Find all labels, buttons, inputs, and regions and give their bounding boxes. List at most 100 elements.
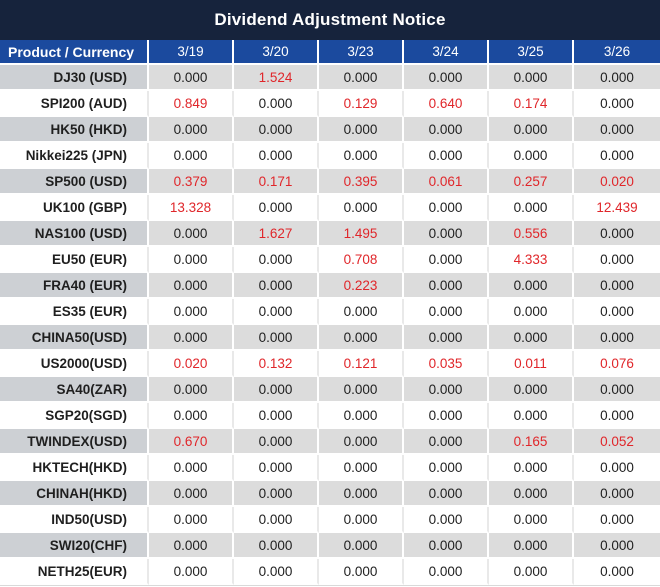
value-cell: 0.379	[149, 169, 234, 195]
value-cell: 0.000	[489, 481, 574, 507]
value-cell: 0.000	[149, 247, 234, 273]
value-cell: 0.000	[574, 117, 660, 143]
value-cell: 0.000	[574, 247, 660, 273]
value-cell: 0.000	[234, 195, 319, 221]
value-cell: 0.000	[574, 533, 660, 559]
value-cell: 0.000	[234, 507, 319, 533]
product-cell: HKTECH(HKD)	[0, 455, 149, 481]
value-cell: 0.640	[404, 91, 489, 117]
header-row: Product / Currency 3/19 3/20 3/23 3/24 3…	[0, 40, 660, 65]
value-cell: 0.000	[319, 117, 404, 143]
column-header-date-6: 3/26	[574, 40, 660, 65]
product-cell: ES35 (EUR)	[0, 299, 149, 325]
product-cell: TWINDEX(USD)	[0, 429, 149, 455]
value-cell: 0.000	[489, 143, 574, 169]
value-cell: 0.000	[404, 559, 489, 585]
value-cell: 0.000	[489, 299, 574, 325]
value-cell: 0.000	[234, 143, 319, 169]
value-cell: 0.000	[319, 299, 404, 325]
title-bar: Dividend Adjustment Notice	[0, 0, 660, 40]
value-cell: 0.165	[489, 429, 574, 455]
value-cell: 0.000	[149, 533, 234, 559]
product-cell: HK50 (HKD)	[0, 117, 149, 143]
column-header-date-1: 3/19	[149, 40, 234, 65]
product-cell: CHINAH(HKD)	[0, 481, 149, 507]
value-cell: 0.000	[319, 195, 404, 221]
value-cell: 0.000	[149, 403, 234, 429]
value-cell: 0.000	[574, 91, 660, 117]
value-cell: 0.000	[489, 377, 574, 403]
value-cell: 0.000	[234, 429, 319, 455]
value-cell: 0.000	[234, 377, 319, 403]
value-cell: 0.000	[404, 273, 489, 299]
value-cell: 1.495	[319, 221, 404, 247]
product-cell: SP500 (USD)	[0, 169, 149, 195]
value-cell: 0.000	[319, 507, 404, 533]
value-cell: 0.223	[319, 273, 404, 299]
value-cell: 13.328	[149, 195, 234, 221]
value-cell: 0.035	[404, 351, 489, 377]
value-cell: 0.000	[319, 65, 404, 91]
value-cell: 0.000	[489, 455, 574, 481]
value-cell: 0.000	[404, 325, 489, 351]
value-cell: 0.000	[404, 143, 489, 169]
value-cell: 0.708	[319, 247, 404, 273]
value-cell: 0.000	[489, 65, 574, 91]
value-cell: 0.000	[489, 273, 574, 299]
value-cell: 0.000	[404, 117, 489, 143]
value-cell: 0.000	[149, 455, 234, 481]
table-row: SGP20(SGD) 0.000 0.000 0.000 0.000 0.000 0.000	[0, 403, 660, 429]
value-cell: 0.000	[404, 429, 489, 455]
value-cell: 0.000	[149, 273, 234, 299]
value-cell: 0.395	[319, 169, 404, 195]
table-row: FRA40 (EUR) 0.000 0.000 0.223 0.000 0.000 0.00…	[0, 273, 660, 299]
product-cell: SPI200 (AUD)	[0, 91, 149, 117]
table-row: TWINDEX(USD) 0.670 0.000 0.000 0.000 0.165 0.0…	[0, 429, 660, 455]
table-row: ES35 (EUR) 0.000 0.000 0.000 0.000 0.000 0.000	[0, 299, 660, 325]
table-row: HKTECH(HKD) 0.000 0.000 0.000 0.000 0.000 0.00…	[0, 455, 660, 481]
value-cell: 0.000	[574, 377, 660, 403]
product-cell: CHINA50(USD)	[0, 325, 149, 351]
table-row: SWI20(CHF) 0.000 0.000 0.000 0.000 0.000 0.000	[0, 533, 660, 559]
column-header-date-2: 3/20	[234, 40, 319, 65]
value-cell: 0.000	[574, 273, 660, 299]
value-cell: 0.061	[404, 169, 489, 195]
value-cell: 0.000	[319, 481, 404, 507]
product-cell: EU50 (EUR)	[0, 247, 149, 273]
value-cell: 0.000	[404, 507, 489, 533]
column-header-date-5: 3/25	[489, 40, 574, 65]
table-row: NETH25(EUR) 0.000 0.000 0.000 0.000 0.000 0.00…	[0, 559, 660, 585]
value-cell: 0.000	[489, 507, 574, 533]
value-cell: 0.000	[149, 221, 234, 247]
value-cell: 0.171	[234, 169, 319, 195]
value-cell: 0.011	[489, 351, 574, 377]
value-cell: 0.052	[574, 429, 660, 455]
dividend-adjustment-table: Product / Currency 3/19 3/20 3/23 3/24 3…	[0, 40, 660, 586]
value-cell: 0.132	[234, 351, 319, 377]
product-cell: SGP20(SGD)	[0, 403, 149, 429]
product-cell: SWI20(CHF)	[0, 533, 149, 559]
value-cell: 0.000	[404, 533, 489, 559]
value-cell: 4.333	[489, 247, 574, 273]
value-cell: 0.000	[404, 195, 489, 221]
value-cell: 0.000	[149, 481, 234, 507]
value-cell: 0.000	[234, 273, 319, 299]
table-row: HK50 (HKD) 0.000 0.000 0.000 0.000 0.000 0.000	[0, 117, 660, 143]
value-cell: 0.000	[319, 455, 404, 481]
value-cell: 0.670	[149, 429, 234, 455]
value-cell: 0.000	[489, 403, 574, 429]
value-cell: 0.000	[574, 221, 660, 247]
table-row: SP500 (USD) 0.379 0.171 0.395 0.061 0.257 0.02…	[0, 169, 660, 195]
value-cell: 0.000	[489, 325, 574, 351]
value-cell: 0.000	[574, 403, 660, 429]
value-cell: 0.020	[149, 351, 234, 377]
value-cell: 1.627	[234, 221, 319, 247]
value-cell: 0.000	[574, 481, 660, 507]
product-cell: DJ30 (USD)	[0, 65, 149, 91]
value-cell: 0.257	[489, 169, 574, 195]
product-cell: US2000(USD)	[0, 351, 149, 377]
table-row: UK100 (GBP) 13.328 0.000 0.000 0.000 0.000 12.…	[0, 195, 660, 221]
table-row: SPI200 (AUD) 0.849 0.000 0.129 0.640 0.174 0.0…	[0, 91, 660, 117]
product-cell: Nikkei225 (JPN)	[0, 143, 149, 169]
value-cell: 12.439	[574, 195, 660, 221]
